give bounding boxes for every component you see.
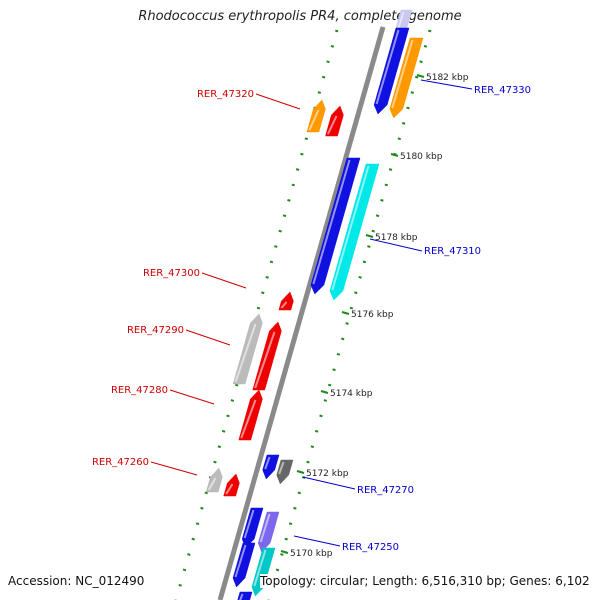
gene-rer47310-blue[interactable] bbox=[310, 157, 361, 295]
gene-label-leader bbox=[150, 461, 198, 476]
gene-bottom-blue-highlight bbox=[234, 544, 247, 578]
gene-rer47260-gray-highlight bbox=[207, 477, 217, 491]
gene-label-leader bbox=[185, 329, 231, 346]
coordinate-label: 5182 kbp bbox=[426, 73, 469, 83]
gene-label-rer_47280[interactable]: RER_47280 bbox=[111, 385, 168, 396]
gene-label-rer_47310[interactable]: RER_47310 bbox=[424, 246, 481, 257]
gene-rer47330[interactable] bbox=[389, 37, 424, 119]
gene-rer47310-blue-highlight bbox=[312, 159, 351, 285]
gene-rer47310-cyan-highlight bbox=[331, 165, 370, 291]
coordinate-tick bbox=[341, 311, 350, 315]
gene-label-rer_47300[interactable]: RER_47300 bbox=[143, 268, 200, 279]
gene-rer47260-red-highlight bbox=[225, 483, 234, 495]
gene-labels: RER_47330 RER_47320 RER_47310 RER_47300 RER_… bbox=[92, 79, 531, 553]
coordinate-tick bbox=[416, 74, 425, 78]
gene-bottom-cyan-highlight bbox=[253, 549, 267, 587]
gene-label-rer_47320[interactable]: RER_47320 bbox=[197, 89, 254, 100]
coordinate-label: 5180 kbp bbox=[400, 152, 443, 162]
gene-rer47270-blue[interactable] bbox=[262, 454, 280, 480]
accession-text: Accession: NC_012490 bbox=[8, 574, 145, 588]
coordinate-label: 5176 kbp bbox=[351, 310, 394, 320]
gene-label-rer_47270[interactable]: RER_47270 bbox=[357, 485, 414, 496]
coordinate-tick bbox=[296, 470, 305, 474]
gene-rer47310-cyan[interactable] bbox=[329, 163, 380, 301]
gene-rer47250-blue-highlight bbox=[243, 509, 255, 539]
gene-rer47290-red-highlight bbox=[254, 331, 276, 389]
gene-rer47320-red-highlight bbox=[327, 115, 338, 135]
gene-label-leader bbox=[201, 272, 247, 289]
gene-bottom-blue[interactable] bbox=[232, 542, 256, 588]
gene-label-rer_47260[interactable]: RER_47260 bbox=[92, 457, 149, 468]
gene-rer47300-highlight bbox=[280, 301, 288, 309]
coordinate-tick bbox=[390, 153, 399, 157]
gene-label-leader bbox=[420, 79, 473, 90]
coordinate-tick bbox=[280, 550, 289, 554]
gene-bottom-blue-2[interactable] bbox=[237, 591, 253, 600]
coordinate-label: 5172 kbp bbox=[306, 469, 349, 479]
coordinate-tick bbox=[320, 390, 329, 394]
gene-label-leader bbox=[169, 389, 215, 405]
gene-rer47250-purple[interactable] bbox=[257, 511, 280, 553]
gene-label-leader bbox=[302, 476, 356, 490]
coordinate-label: 5178 kbp bbox=[375, 233, 418, 243]
gene-top-blue[interactable] bbox=[373, 27, 410, 115]
gene-label-leader bbox=[293, 535, 341, 547]
genome-backbone bbox=[217, 26, 386, 600]
gene-label-rer_47250[interactable]: RER_47250 bbox=[342, 542, 399, 553]
gene-top-blue-highlight bbox=[375, 29, 400, 105]
coordinate-ticks: 5182 kbp 5180 kbp 5178 kbp 5176 kbp 5174 kbp… bbox=[280, 73, 469, 559]
gene-rer47290-gray-highlight bbox=[234, 323, 257, 383]
gene-label-leader bbox=[369, 238, 423, 252]
gene-rer47280-highlight bbox=[240, 399, 257, 439]
gene-bottom-blue-2-highlight bbox=[239, 593, 244, 600]
forward-strand-track bbox=[267, 29, 432, 600]
coordinate-tick bbox=[365, 234, 374, 238]
topology-text: Topology: circular; Length: 6,516,310 bp… bbox=[260, 574, 590, 588]
gene-rer47270-gray-highlight bbox=[278, 461, 285, 475]
gene-bottom-cyan[interactable] bbox=[251, 547, 276, 597]
coordinate-label: 5174 kbp bbox=[330, 389, 373, 399]
gene-rer47270-gray[interactable] bbox=[276, 459, 294, 485]
gene-rer47330-highlight bbox=[391, 39, 414, 109]
gene-rer47250-purple-highlight bbox=[259, 513, 271, 543]
gene-rer47270-blue-highlight bbox=[264, 456, 271, 470]
gene-label-rer_47290[interactable]: RER_47290 bbox=[127, 325, 184, 336]
coordinate-label: 5170 kbp bbox=[290, 549, 333, 559]
gene-rer47320-orange-highlight bbox=[308, 109, 320, 131]
map-title: Rhodococcus erythropolis PR4, complete g… bbox=[138, 9, 462, 24]
gene-label-rer_47330[interactable]: RER_47330 bbox=[474, 85, 531, 96]
genes-layer bbox=[205, 9, 424, 600]
gene-label-leader bbox=[255, 93, 301, 110]
